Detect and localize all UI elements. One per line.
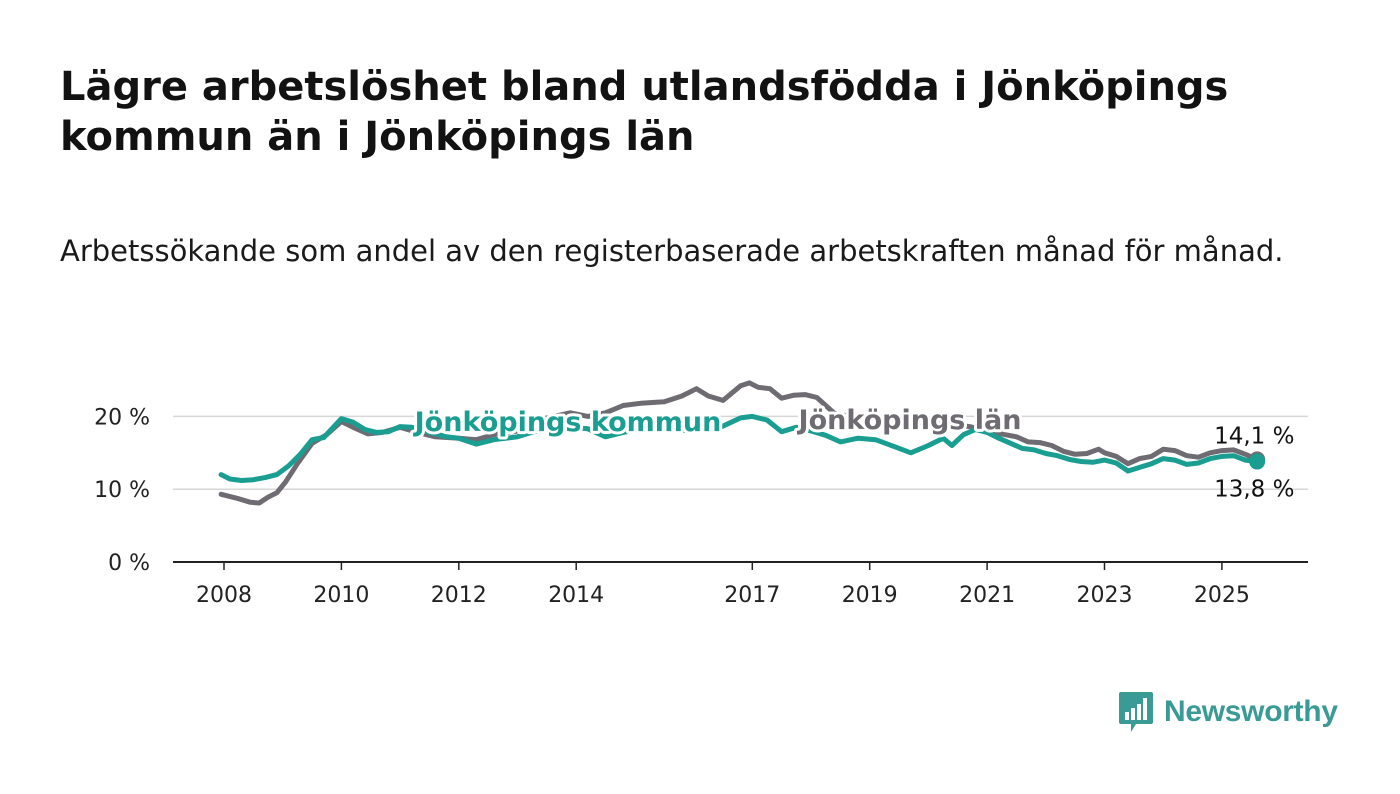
y-tick-label: 20 % <box>94 405 150 430</box>
brand-name: Newsworthy <box>1164 695 1338 728</box>
x-tick-label: 2021 <box>959 583 1015 608</box>
x-axis: 2008 2010 2012 2014 2017 2019 2021 2023 2025 <box>173 561 1308 608</box>
series-lines <box>218 380 1266 506</box>
newsworthy-logo: Newsworthy <box>1118 690 1338 734</box>
series-name-label: Jönköpings län <box>797 405 1022 436</box>
x-tick-label: 2023 <box>1077 583 1133 608</box>
x-tick-label: 2012 <box>431 583 487 608</box>
series-line <box>218 380 1260 506</box>
newsworthy-icon <box>1119 692 1153 732</box>
series-end-label: 14,1 % <box>1214 423 1294 449</box>
x-tick-label: 2010 <box>313 583 369 608</box>
x-tick-label: 2008 <box>196 583 252 608</box>
y-axis-ticks: 0 % 10 % 20 % <box>94 405 150 576</box>
series-labels: 14,1 % Jönköpings län 13,8 % Jönköpings kom… <box>410 402 1295 503</box>
y-tick-label: 10 % <box>94 478 150 503</box>
series-end-label: 13,8 % <box>1214 477 1294 503</box>
x-tick-label: 2025 <box>1194 583 1250 608</box>
chart-title: Lägre arbetslöshet bland utlandsfödda i … <box>60 64 1229 160</box>
grid-lines <box>173 415 1308 490</box>
chart-subtitle: Arbetssökande som andel av den registerb… <box>60 234 1284 268</box>
y-tick-label: 0 % <box>108 551 150 576</box>
x-tick-label: 2014 <box>548 583 604 608</box>
x-tick-label: 2017 <box>724 583 780 608</box>
series-line <box>218 413 1260 483</box>
series-end-dot <box>1249 453 1266 470</box>
series-name-label: Jönköpings kommun <box>413 407 722 438</box>
x-tick-label: 2019 <box>842 583 898 608</box>
